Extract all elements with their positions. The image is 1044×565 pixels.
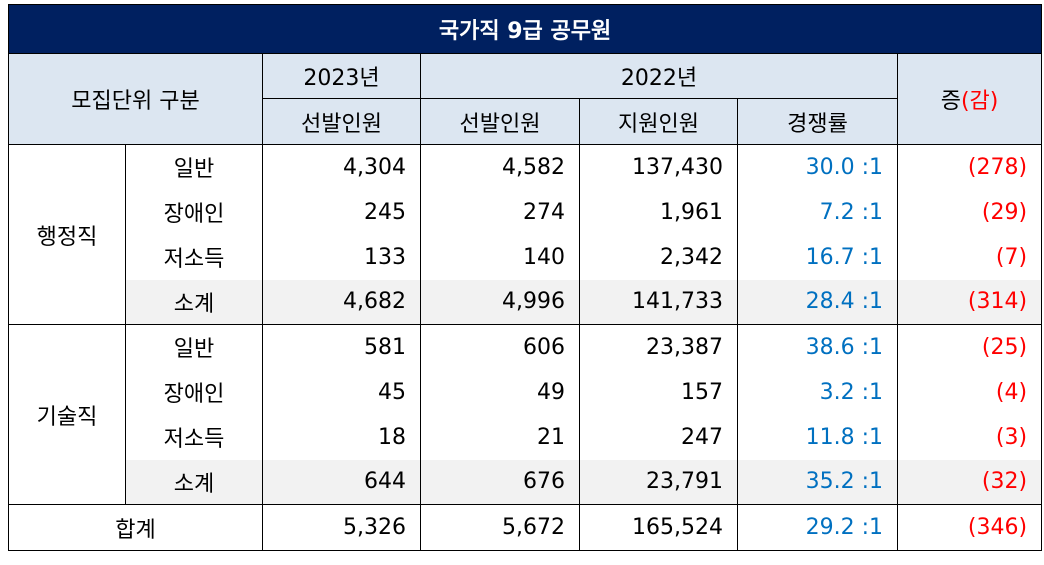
table-row: 기술직 일반 581 606 23,387 38.6 :1 (25) bbox=[8, 324, 1043, 505]
cell-selected-2022: 4,996 bbox=[420, 279, 580, 325]
table-row: 장애인 45 49 157 3.2 :1 (4) bbox=[9, 369, 1043, 415]
cell-change: (25) bbox=[897, 324, 1043, 370]
cell-applicants: 137,430 bbox=[579, 144, 738, 190]
cell-change: (29) bbox=[897, 189, 1043, 235]
cell-selected-2023: 133 bbox=[262, 234, 421, 280]
subtotal-row: 소계 4,682 4,996 141,733 28.4 :1 (314) bbox=[9, 279, 1043, 325]
header-selected-2023: 선발인원 bbox=[262, 98, 421, 145]
cell-selected-2023: 4,682 bbox=[262, 279, 421, 325]
cell-selected-2022: 21 bbox=[420, 414, 580, 460]
cell-selected-2023: 45 bbox=[262, 369, 421, 415]
cell-change: (4) bbox=[897, 369, 1043, 415]
cell-applicants: 157 bbox=[579, 369, 738, 415]
cell-applicants: 1,961 bbox=[579, 189, 738, 235]
row-label-subtotal: 소계 bbox=[125, 459, 263, 505]
cell-change: (32) bbox=[897, 459, 1043, 505]
cell-applicants: 141,733 bbox=[579, 279, 738, 325]
cell-selected-2023: 581 bbox=[262, 324, 421, 370]
cell-selected-2023: 245 bbox=[262, 189, 421, 235]
cell-selected-2022: 274 bbox=[420, 189, 580, 235]
cell-applicants: 165,524 bbox=[579, 504, 738, 551]
table-row: 장애인 245 274 1,961 7.2 :1 (29) bbox=[9, 189, 1043, 235]
cell-selected-2023: 644 bbox=[262, 459, 421, 505]
cell-selected-2022: 49 bbox=[420, 369, 580, 415]
header-unit: 모집단위 구분 bbox=[8, 53, 263, 145]
row-label: 저소득 bbox=[125, 414, 263, 460]
cell-selected-2022: 4,582 bbox=[420, 144, 580, 190]
cell-applicants: 247 bbox=[579, 414, 738, 460]
subtotal-row: 소계 644 676 23,791 35.2 :1 (32) bbox=[9, 459, 1043, 505]
cell-ratio: 38.6 :1 bbox=[737, 324, 898, 370]
row-label: 일반 bbox=[125, 144, 263, 190]
recruitment-table: 국가직 9급 공무원 모집단위 구분 2023년 2022년 증(감) 선발인원… bbox=[7, 4, 1043, 551]
cell-selected-2022: 5,672 bbox=[420, 504, 580, 551]
cell-ratio: 7.2 :1 bbox=[737, 189, 898, 235]
group-name-admin: 행정직 bbox=[8, 144, 126, 325]
row-label: 장애인 bbox=[125, 369, 263, 415]
table-row: 저소득 18 21 247 11.8 :1 (3) bbox=[9, 414, 1043, 460]
recruitment-table-container: 국가직 9급 공무원 모집단위 구분 2023년 2022년 증(감) 선발인원… bbox=[7, 4, 1043, 560]
cell-change: (346) bbox=[897, 504, 1043, 551]
cell-applicants: 2,342 bbox=[579, 234, 738, 280]
header-year-2023: 2023년 bbox=[262, 53, 421, 99]
cell-ratio: 29.2 :1 bbox=[737, 504, 898, 551]
table-title: 국가직 9급 공무원 bbox=[7, 4, 1043, 54]
total-label: 합계 bbox=[8, 504, 263, 551]
cell-selected-2022: 606 bbox=[420, 324, 580, 370]
cell-ratio: 28.4 :1 bbox=[737, 279, 898, 325]
row-label: 저소득 bbox=[125, 234, 263, 280]
cell-ratio: 11.8 :1 bbox=[737, 414, 898, 460]
header-year-2022: 2022년 bbox=[420, 53, 898, 99]
cell-change: (278) bbox=[897, 144, 1043, 190]
table-row: 저소득 133 140 2,342 16.7 :1 (7) bbox=[9, 234, 1043, 280]
header-applicants: 지원인원 bbox=[579, 98, 738, 145]
cell-ratio: 3.2 :1 bbox=[737, 369, 898, 415]
cell-selected-2023: 5,326 bbox=[262, 504, 421, 551]
total-row: 합계 5,326 5,672 165,524 29.2 :1 (346) bbox=[8, 504, 1043, 551]
header-change-prefix: 증 bbox=[940, 89, 961, 114]
row-label: 장애인 bbox=[125, 189, 263, 235]
header-change-paren: (감) bbox=[960, 89, 999, 114]
cell-applicants: 23,791 bbox=[579, 459, 738, 505]
row-label-subtotal: 소계 bbox=[125, 279, 263, 325]
cell-applicants: 23,387 bbox=[579, 324, 738, 370]
group-name-tech: 기술직 bbox=[8, 324, 126, 505]
cell-ratio: 30.0 :1 bbox=[737, 144, 898, 190]
header-change: 증(감) bbox=[896, 53, 1043, 145]
cell-selected-2022: 140 bbox=[420, 234, 580, 280]
cell-change: (3) bbox=[897, 414, 1043, 460]
cell-ratio: 35.2 :1 bbox=[737, 459, 898, 505]
cell-selected-2023: 18 bbox=[262, 414, 421, 460]
cell-selected-2022: 676 bbox=[420, 459, 580, 505]
cell-change: (314) bbox=[897, 279, 1043, 325]
header-ratio: 경쟁률 bbox=[737, 98, 898, 145]
cell-ratio: 16.7 :1 bbox=[737, 234, 898, 280]
header-selected-2022: 선발인원 bbox=[420, 98, 580, 145]
cell-change: (7) bbox=[897, 234, 1043, 280]
table-row: 행정직 일반 4,304 4,582 137,430 30.0 :1 (278) bbox=[8, 144, 1043, 325]
row-label: 일반 bbox=[125, 324, 263, 370]
cell-selected-2023: 4,304 bbox=[262, 144, 421, 190]
